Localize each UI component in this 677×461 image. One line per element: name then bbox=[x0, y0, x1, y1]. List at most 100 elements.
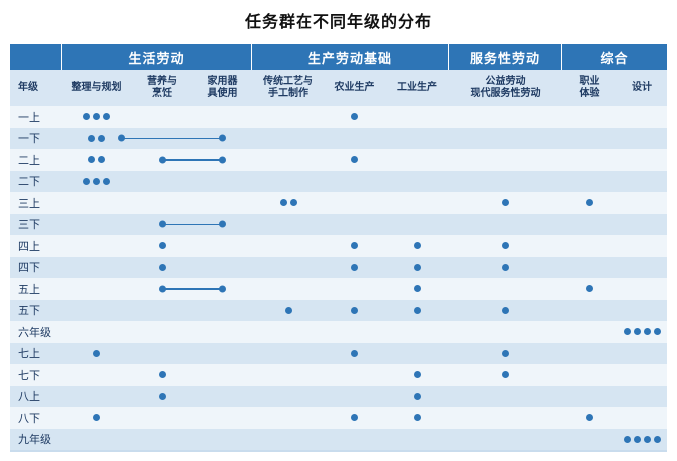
grade-label: 二上 bbox=[18, 154, 40, 167]
table-row: 一下 bbox=[10, 127, 667, 150]
connector-endpoint-dot bbox=[218, 156, 226, 164]
distribution-table: 生活劳动 生产劳动基础 服务性劳动 综合 年级 整理与规划 营养与 烹饪 家用器 具使用 传统… bbox=[10, 44, 667, 452]
dot-cell-c5 bbox=[324, 128, 385, 150]
dot-cell-c1 bbox=[62, 429, 131, 451]
data-dot bbox=[413, 242, 421, 250]
dot-cell-c1 bbox=[62, 343, 131, 365]
table-row: 八上 bbox=[10, 385, 667, 408]
dot-cell-c6 bbox=[385, 192, 449, 214]
dot-cell-c1 bbox=[62, 149, 131, 171]
dot-cell-c8 bbox=[562, 278, 617, 300]
dot-cell-c3 bbox=[193, 300, 252, 322]
dot-cell-c7 bbox=[449, 300, 562, 322]
data-dot bbox=[88, 134, 95, 142]
connector-endpoint-dot bbox=[117, 134, 125, 142]
data-dot bbox=[351, 263, 358, 271]
dot-cell-c8 bbox=[562, 235, 617, 257]
dot-cell-c3 bbox=[193, 386, 252, 408]
dot-cell-c2 bbox=[131, 429, 193, 451]
dot-cell-c4 bbox=[252, 364, 324, 386]
column-header-c9: 设计 bbox=[632, 82, 652, 93]
dot-cell-c4 bbox=[252, 106, 324, 128]
table-row: 二上 bbox=[10, 149, 667, 171]
dot-cell-c4 bbox=[252, 214, 324, 236]
data-dot bbox=[413, 371, 421, 379]
connector-endpoint-dot bbox=[159, 156, 166, 164]
data-dot bbox=[623, 328, 631, 336]
dot-cell-c7 bbox=[449, 106, 562, 128]
dot-cell-c5 bbox=[324, 364, 385, 386]
dot-cell-c9 bbox=[617, 343, 667, 365]
grade-label: 四上 bbox=[18, 240, 40, 253]
dot-cell-c3 bbox=[193, 106, 252, 128]
grade-label: 三上 bbox=[18, 197, 40, 210]
dot-cell-c5 bbox=[324, 300, 385, 322]
chart-title: 任务群在不同年级的分布 bbox=[244, 14, 432, 31]
table-row: 七下 bbox=[10, 364, 667, 386]
grade-label: 九年级 bbox=[18, 434, 51, 447]
table-row: 三下 bbox=[10, 213, 667, 236]
data-dot bbox=[98, 134, 105, 142]
data-dot bbox=[158, 392, 166, 400]
dot-cell-c9 bbox=[617, 407, 667, 429]
dot-cell-c6 bbox=[385, 386, 449, 408]
dot-cell-c9 bbox=[617, 429, 667, 451]
grade-label: 五上 bbox=[18, 283, 40, 296]
column-header-c8: 职业 体验 bbox=[579, 76, 600, 99]
table-row: 七上 bbox=[10, 342, 667, 365]
dot-cell-c4 bbox=[252, 429, 324, 451]
table-row: 九年级 bbox=[10, 428, 667, 451]
dot-cell-c2 bbox=[131, 192, 193, 214]
grade-label: 一下 bbox=[18, 133, 40, 146]
dot-cell-c1 bbox=[62, 171, 131, 193]
dot-cell-c6 bbox=[385, 300, 449, 322]
table-body: 一上 一下 二上 二下 三上 三下 四上 四下 五上 五下 六年级 七上 七下 八上 八下 九年级 bbox=[10, 106, 667, 450]
dot-cell-c5 bbox=[324, 192, 385, 214]
dot-cell-c7 bbox=[449, 343, 562, 365]
data-dot bbox=[502, 306, 509, 314]
data-dot bbox=[586, 199, 593, 207]
dot-cell-c4 bbox=[252, 278, 324, 300]
dot-cell-c3 bbox=[193, 192, 252, 214]
connector-line bbox=[159, 220, 226, 228]
data-dot bbox=[586, 414, 593, 422]
dot-cell-c3 bbox=[193, 321, 252, 343]
data-dot bbox=[643, 328, 651, 336]
dot-cell-c9 bbox=[617, 214, 667, 236]
dot-cell-c6 bbox=[385, 407, 449, 429]
dot-cell-c2 bbox=[131, 235, 193, 257]
table-row: 四上 bbox=[10, 235, 667, 257]
dot-cell-c3 bbox=[193, 407, 252, 429]
dot-cell-c2 bbox=[131, 407, 193, 429]
data-dot bbox=[351, 242, 358, 250]
grade-label: 三下 bbox=[18, 219, 40, 232]
column-group-header: 综合 bbox=[562, 44, 667, 70]
dot-cell-c9 bbox=[617, 128, 667, 150]
data-dot bbox=[284, 306, 292, 314]
dot-cell-c2 bbox=[131, 300, 193, 322]
column-header-c4: 传统工艺与 手工制作 bbox=[263, 76, 313, 99]
dot-cell-c6 bbox=[385, 171, 449, 193]
dot-cell-c9 bbox=[617, 192, 667, 214]
dot-cell-c6 bbox=[385, 106, 449, 128]
dot-cell-c1 bbox=[62, 106, 131, 128]
dot-cell-c5 bbox=[324, 321, 385, 343]
dot-cell-c1 bbox=[62, 257, 131, 279]
dot-cell-c4 bbox=[252, 171, 324, 193]
dot-cell-c5 bbox=[324, 171, 385, 193]
dot-cell-c7 bbox=[449, 149, 562, 171]
data-dot bbox=[413, 392, 421, 400]
data-dot bbox=[279, 199, 287, 207]
data-dot bbox=[653, 328, 661, 336]
dot-cell-c8 bbox=[562, 149, 617, 171]
dot-cell-c6 bbox=[385, 343, 449, 365]
dot-cell-c5 bbox=[324, 106, 385, 128]
connector-endpoint-dot bbox=[159, 220, 166, 228]
dot-cell-c8 bbox=[562, 128, 617, 150]
data-dot bbox=[502, 263, 509, 271]
data-dot bbox=[351, 113, 358, 121]
column-header-c3: 家用器 具使用 bbox=[207, 76, 238, 99]
table-row: 四下 bbox=[10, 256, 667, 279]
dot-cell-c8 bbox=[562, 171, 617, 193]
